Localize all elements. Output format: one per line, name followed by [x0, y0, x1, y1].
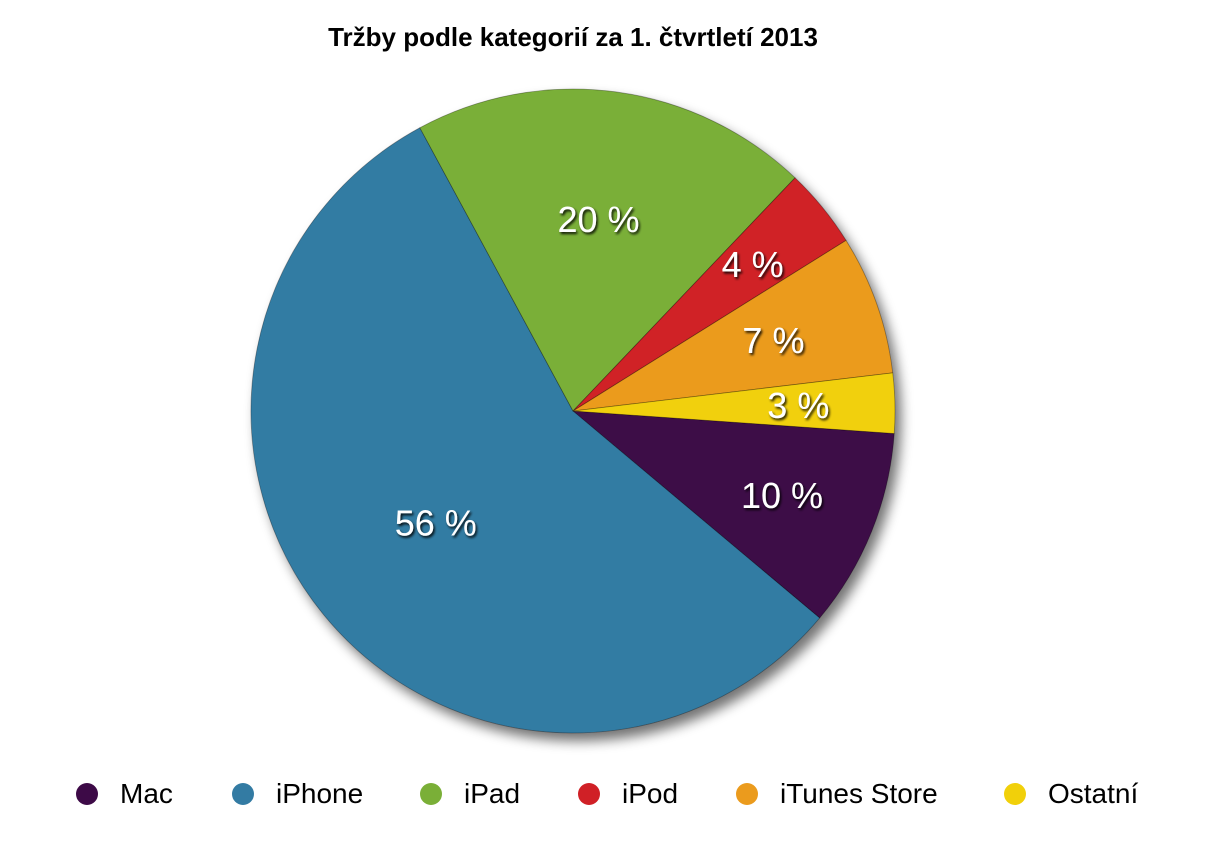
slice-label-iphone: 56 %	[395, 502, 477, 543]
legend-swatch	[76, 783, 98, 805]
legend-swatch	[232, 783, 254, 805]
legend-label: Ostatní	[1048, 778, 1139, 809]
legend-item-ostatní: Ostatní	[1004, 774, 1138, 814]
pie-slice-iphone	[250, 127, 821, 734]
pie-slice-ipad	[419, 88, 796, 412]
legend: Mac iPhone iPad iPod iTunes Store Ostatní	[0, 774, 1228, 814]
slice-label-itunes-store: 7 %	[742, 320, 804, 361]
legend-swatch	[736, 783, 758, 805]
pie-slice-mac	[571, 410, 895, 619]
legend-label: iPod	[622, 778, 679, 809]
legend-label: iPad	[464, 778, 521, 809]
legend-item-mac: Mac	[76, 774, 173, 814]
legend-item-iphone: iPhone	[232, 774, 363, 814]
chart-title: Tržby podle kategorií za 1. čtvrtletí 20…	[328, 22, 818, 52]
legend-item-ipad: iPad	[420, 774, 520, 814]
legend-swatch	[420, 783, 442, 805]
pie-slice-ostatní	[572, 372, 896, 434]
pie-slice-itunes-store	[572, 239, 894, 412]
legend-label: Mac	[120, 778, 173, 809]
legend-swatch	[578, 783, 600, 805]
legend-item-ipod: iPod	[578, 774, 678, 814]
legend-swatch	[1004, 783, 1026, 805]
legend-label: iPhone	[276, 778, 364, 809]
slice-label-ipad: 20 %	[558, 199, 640, 240]
legend-label: iTunes Store	[780, 778, 938, 809]
slice-label-ipod: 4 %	[722, 244, 784, 285]
legend-item-itunes-store: iTunes Store	[736, 774, 938, 814]
slice-label-mac: 10 %	[741, 475, 823, 516]
slice-label-ostatní: 3 %	[767, 385, 829, 426]
